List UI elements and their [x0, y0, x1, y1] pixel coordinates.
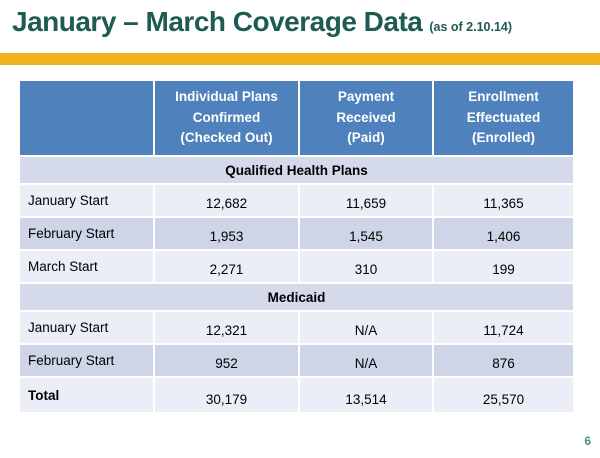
value-confirmed: 952 — [155, 345, 298, 376]
table-row: January Start 12,321 N/A 11,724 — [20, 312, 573, 343]
table-row: February Start 952 N/A 876 — [20, 345, 573, 376]
total-enrolled: 25,570 — [434, 378, 573, 412]
header-cell-payment-received: Payment Received (Paid) — [300, 81, 432, 155]
value-paid: 1,545 — [300, 218, 432, 249]
value-confirmed: 2,271 — [155, 251, 298, 282]
value-paid: 310 — [300, 251, 432, 282]
row-label: February Start — [20, 218, 153, 249]
page-title: January – March Coverage Data — [12, 6, 423, 37]
row-label: January Start — [20, 312, 153, 343]
row-label: January Start — [20, 185, 153, 216]
table-row: February Start 1,953 1,545 1,406 — [20, 218, 573, 249]
coverage-data-table: Individual Plans Confirmed (Checked Out)… — [18, 79, 575, 414]
value-confirmed: 12,682 — [155, 185, 298, 216]
table-row: January Start 12,682 11,659 11,365 — [20, 185, 573, 216]
row-label: February Start — [20, 345, 153, 376]
value-enrolled: 11,365 — [434, 185, 573, 216]
section-row-medicaid: Medicaid — [20, 284, 573, 310]
total-confirmed: 30,179 — [155, 378, 298, 412]
total-paid: 13,514 — [300, 378, 432, 412]
header-cell-empty — [20, 81, 153, 155]
value-confirmed: 1,953 — [155, 218, 298, 249]
total-label: Total — [20, 378, 153, 412]
value-paid: N/A — [300, 345, 432, 376]
header-cell-individual-plans: Individual Plans Confirmed (Checked Out) — [155, 81, 298, 155]
page-number: 6 — [584, 434, 591, 448]
value-enrolled: 11,724 — [434, 312, 573, 343]
value-enrolled: 876 — [434, 345, 573, 376]
value-paid: 11,659 — [300, 185, 432, 216]
slide-header: January – March Coverage Data (as of 2.10… — [12, 6, 592, 38]
table-row: March Start 2,271 310 199 — [20, 251, 573, 282]
row-label: March Start — [20, 251, 153, 282]
value-enrolled: 199 — [434, 251, 573, 282]
value-enrolled: 1,406 — [434, 218, 573, 249]
total-row: Total 30,179 13,514 25,570 — [20, 378, 573, 412]
header-cell-enrollment-effectuated: Enrollment Effectuated (Enrolled) — [434, 81, 573, 155]
section-title-qhp: Qualified Health Plans — [20, 157, 573, 183]
table-header-row: Individual Plans Confirmed (Checked Out)… — [20, 81, 573, 155]
section-row-qhp: Qualified Health Plans — [20, 157, 573, 183]
title-date-note: (as of 2.10.14) — [429, 20, 513, 34]
section-title-medicaid: Medicaid — [20, 284, 573, 310]
value-paid: N/A — [300, 312, 432, 343]
accent-divider-bar — [0, 53, 600, 65]
value-confirmed: 12,321 — [155, 312, 298, 343]
